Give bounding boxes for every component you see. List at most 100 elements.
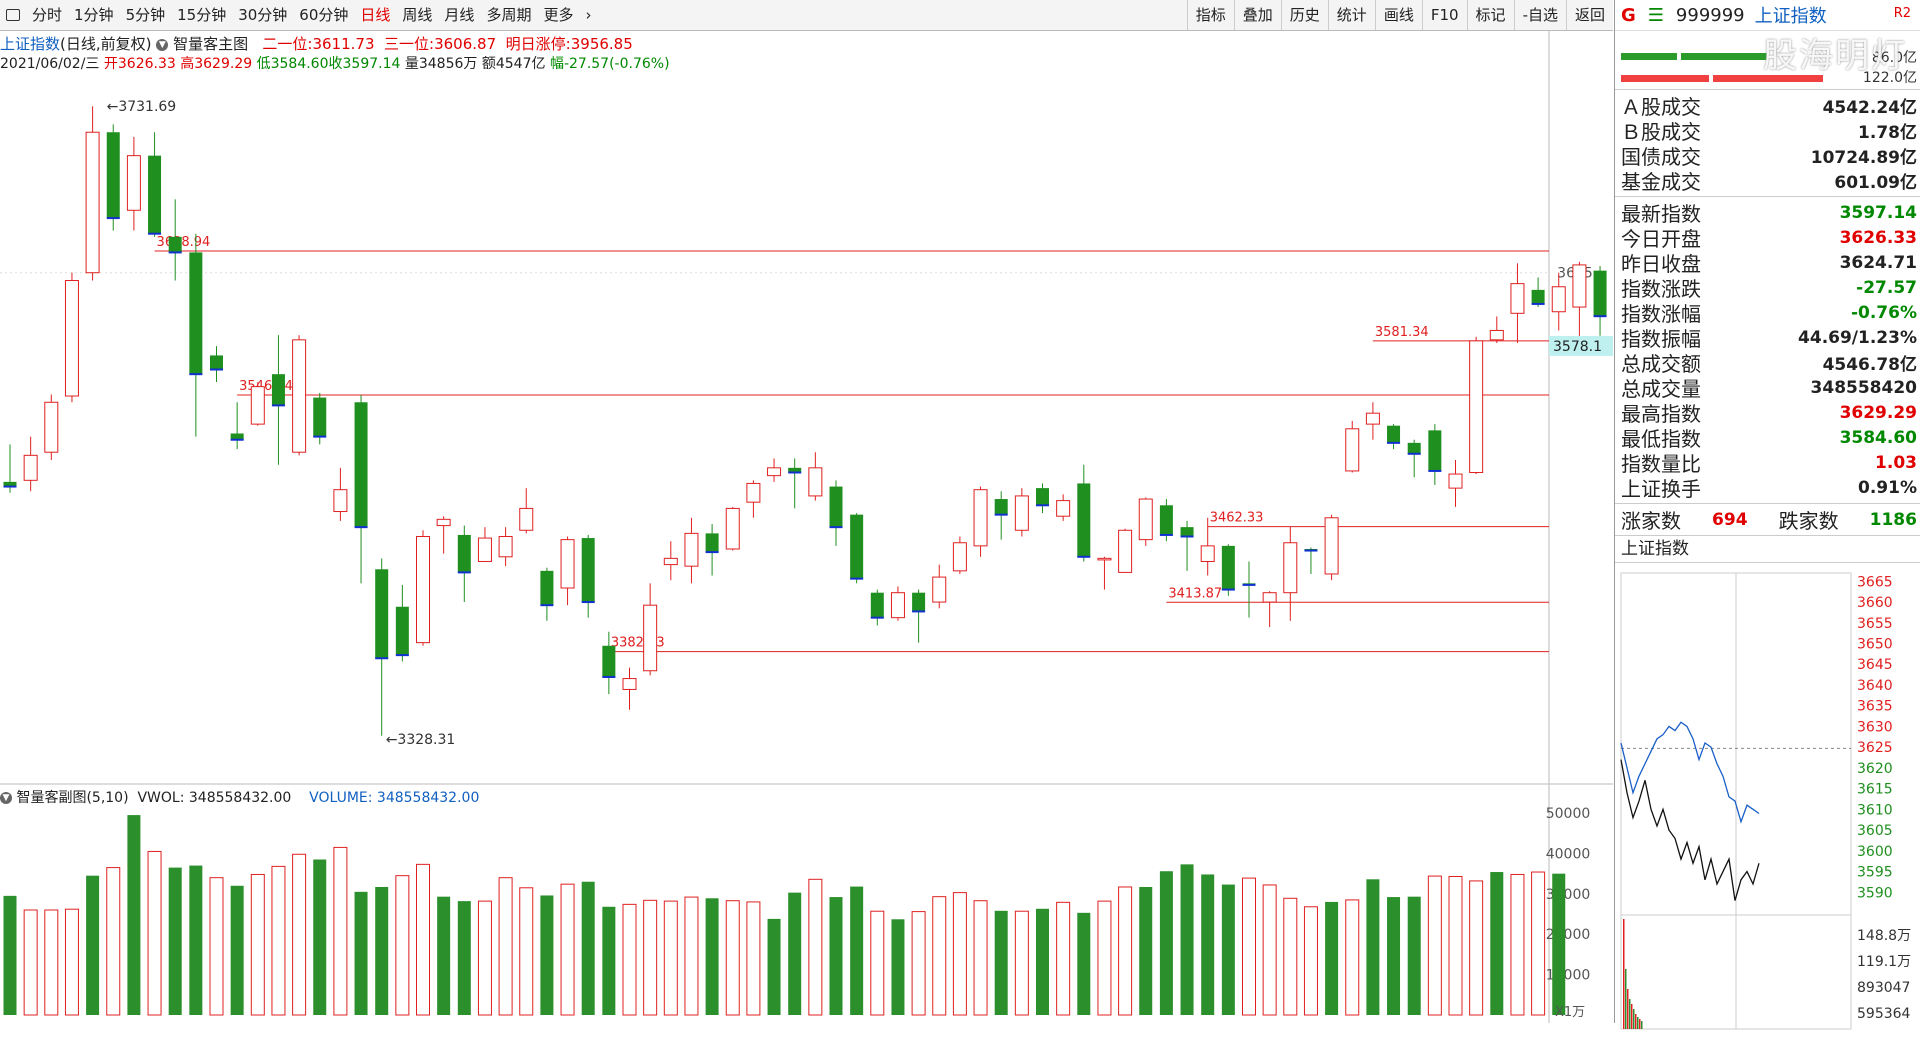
- period-toolbar: 分时 1分钟 5分钟 15分钟 30分钟 60分钟 日线 周线 月线 多周期 更多 › 指标 叠加 历史统…: [0, 0, 1613, 31]
- period-tab-0[interactable]: 分时: [32, 6, 63, 24]
- stat-value: 0.91%: [1858, 477, 1917, 498]
- period-tab-9[interactable]: 多周期: [486, 6, 532, 24]
- period-tab-3[interactable]: 15分钟: [177, 6, 227, 24]
- volume-bar: [973, 900, 988, 1016]
- g-badge[interactable]: G: [1621, 4, 1636, 26]
- volume-bar: [746, 901, 761, 1016]
- volume-bar: [230, 885, 244, 1015]
- candle-body: [1489, 329, 1504, 341]
- candle-body: [890, 592, 905, 619]
- volume-bar: [829, 897, 843, 1015]
- candle-body: [932, 576, 947, 603]
- volume-bar: [64, 908, 79, 1016]
- mini-series-line: [1620, 759, 1760, 901]
- mini-volume-bar: [1637, 1017, 1639, 1029]
- stat-label: 最高指数: [1621, 402, 1701, 426]
- stat-row: 最新指数 3597.14: [1615, 200, 1920, 226]
- candle-body: [1283, 542, 1298, 594]
- candle-body: [23, 454, 38, 481]
- period-tab-10[interactable]: 更多: [543, 6, 574, 24]
- toolbar-action-7[interactable]: -自选: [1513, 0, 1566, 30]
- current-price-tag: 3578.1: [1553, 339, 1602, 355]
- kline-chart[interactable]: 36253638.943546.643462.333413.873382.233…: [0, 30, 1613, 1023]
- toolbar-action-2[interactable]: 历史: [1280, 0, 1328, 30]
- low-mark-label: ←3328.31: [386, 732, 456, 748]
- main-indicator-name[interactable]: 智量客主图: [173, 35, 249, 53]
- stat-value: 3584.60: [1839, 427, 1917, 448]
- vwol-value: VWOL: 348558432.00: [137, 790, 292, 806]
- limit-up-label: 明日涨停:: [505, 35, 571, 53]
- volume-bar: [581, 881, 595, 1015]
- candle-body: [1200, 545, 1215, 562]
- toolbar-action-3[interactable]: 统计: [1327, 0, 1375, 30]
- stat-value: 3624.71: [1839, 252, 1917, 273]
- period-tab-1[interactable]: 1分钟: [74, 6, 114, 24]
- stat-label: 昨日收盘: [1621, 252, 1701, 276]
- candle-body: [1531, 289, 1545, 304]
- volume-bar: [209, 877, 224, 1016]
- toolbar-action-8[interactable]: 返回: [1565, 0, 1613, 30]
- buy-sell-bar-graphic: [1621, 53, 1823, 82]
- level2-value: 3611.73: [312, 35, 375, 53]
- toolbar-action-1[interactable]: 叠加: [1233, 0, 1281, 30]
- candle-body: [540, 570, 554, 606]
- switch-button[interactable]: R2: [1893, 6, 1911, 21]
- period-tab-2[interactable]: 5分钟: [125, 6, 166, 24]
- volume-axis-tick: 50000: [1546, 806, 1591, 822]
- window-toggle-icon[interactable]: [0, 0, 26, 30]
- toolbar-action-4[interactable]: 画线: [1374, 0, 1422, 30]
- volume-bar: [519, 887, 534, 1016]
- turnover-row: 国债成交 10724.89亿: [1615, 143, 1920, 169]
- period-tab-5[interactable]: 60分钟: [299, 6, 349, 24]
- sub-indicator-dropdown-icon[interactable]: ▼: [0, 792, 12, 804]
- toolbar-action-6[interactable]: 标记: [1466, 0, 1514, 30]
- mini-volume-bar: [1635, 1014, 1637, 1029]
- volume-bar: [313, 859, 327, 1015]
- period-tab-8[interactable]: 月线: [444, 6, 475, 24]
- more-chevron-icon[interactable]: ›: [585, 6, 592, 24]
- turnover-row: 基金成交 601.09亿: [1615, 168, 1920, 194]
- mini-volume-bar: [1627, 989, 1629, 1029]
- turnover-label: Ｂ股成交: [1621, 120, 1701, 144]
- volume-bar: [1097, 900, 1112, 1016]
- mini-series-line: [1620, 721, 1760, 824]
- volume-bar: [1448, 875, 1463, 1016]
- intraday-mini-chart[interactable]: 3665 3660 3655 3650 3645 3640 3635 3630 3625 3620…: [1615, 563, 1920, 1033]
- watermark-logo: 股海明灯: [1763, 36, 1907, 76]
- candle-body: [643, 604, 658, 672]
- toolbar-action-0[interactable]: 指标: [1186, 0, 1234, 30]
- indicator-dropdown-icon[interactable]: ▼: [156, 38, 169, 51]
- volume-bar: [1490, 872, 1504, 1015]
- mini-price-tick: 3595: [1857, 865, 1893, 881]
- turnover-row: Ｂ股成交 1.78亿: [1615, 118, 1920, 144]
- sub-indicator-name[interactable]: 智量客副图(5,10): [16, 790, 129, 806]
- volume-bar: [127, 815, 141, 1015]
- candle-body: [952, 542, 967, 572]
- stat-row: 指数涨幅 -0.76%: [1615, 300, 1920, 326]
- buy-bar-2: [1681, 53, 1767, 60]
- period-tab-6[interactable]: 日线: [360, 6, 391, 24]
- mini-price-tick: 3605: [1857, 823, 1893, 839]
- turnover-section: Ａ股成交 4542.24亿 Ｂ股成交 1.78亿 国债成交 10724.89亿 基金成交 60…: [1615, 90, 1920, 197]
- candle-body: [1365, 412, 1380, 425]
- candle-body: [1262, 592, 1277, 603]
- volume-bar: [1036, 908, 1049, 1015]
- period-tab-4[interactable]: 30分钟: [238, 6, 288, 24]
- period-tab-7[interactable]: 周线: [402, 6, 433, 24]
- menu-icon[interactable]: ☰: [1647, 4, 1664, 26]
- candle-body: [148, 155, 162, 234]
- mini-price-tick: 3650: [1857, 636, 1893, 652]
- stat-row: 总成交量 348558420: [1615, 375, 1920, 401]
- turnover-label: 国债成交: [1621, 145, 1701, 169]
- volume-bar: [540, 895, 554, 1015]
- change-label: 幅: [549, 56, 564, 72]
- close-label: 收: [328, 56, 343, 72]
- bar-value-2: 122.0亿: [1862, 70, 1917, 86]
- sell-bar-2: [1713, 75, 1823, 82]
- stat-label: 上证换手: [1621, 477, 1701, 501]
- candle-body: [1077, 483, 1091, 557]
- toolbar-action-5[interactable]: F10: [1421, 0, 1467, 30]
- volume-bar: [23, 909, 38, 1016]
- index-name[interactable]: 上证指数: [0, 35, 61, 53]
- stat-row: 指数涨跌 -27.57: [1615, 275, 1920, 301]
